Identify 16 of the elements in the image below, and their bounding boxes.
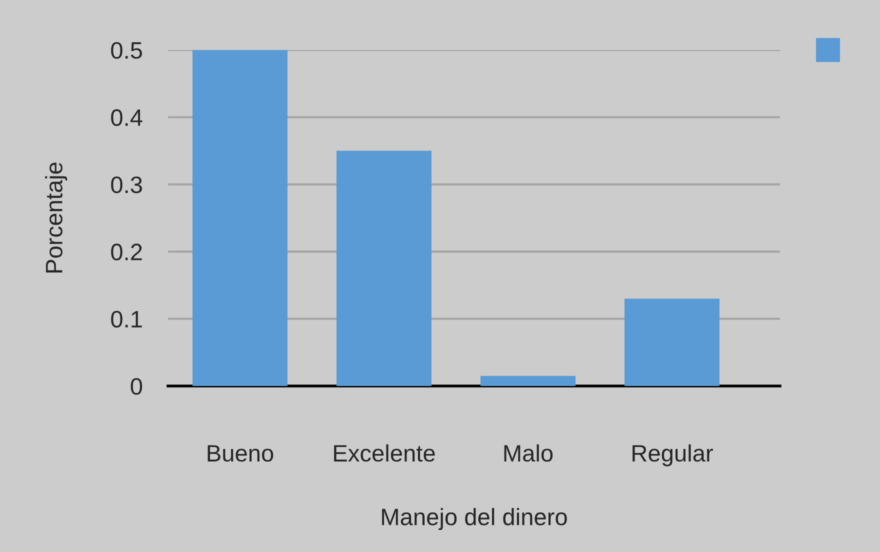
y-tick-label: 0.1 [111, 310, 142, 328]
x-tick-label: Regular [632, 444, 713, 466]
bar [480, 376, 576, 386]
y-tick-label: 0.5 [111, 42, 142, 59]
y-tick-label: 0.2 [111, 244, 142, 260]
y-tick-label: 0 [130, 378, 142, 395]
x-axis-title: Manejo del dinero [382, 508, 567, 530]
y-tick-label: 0.4 [111, 109, 142, 126]
bar [192, 50, 288, 386]
y-tick-label: 0.3 [111, 176, 142, 194]
x-tick-label: Malo [504, 444, 553, 462]
bar [336, 150, 432, 386]
x-tick-label: Excelente [334, 444, 435, 462]
x-tick-label: Bueno [208, 445, 274, 462]
bar [624, 298, 720, 386]
y-axis-title: Porcentaje [45, 162, 68, 272]
